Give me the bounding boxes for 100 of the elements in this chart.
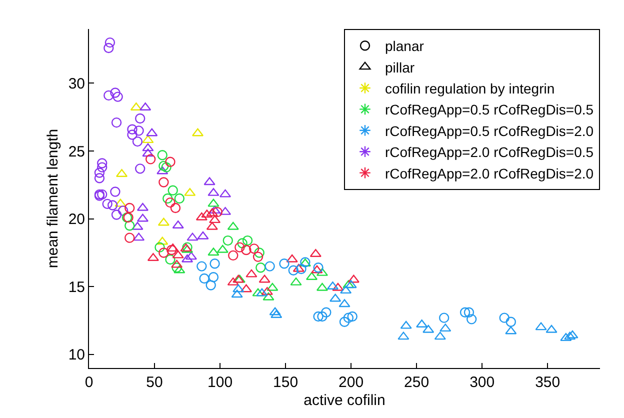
point bbox=[168, 185, 178, 196]
point bbox=[204, 177, 216, 186]
legend-label: rCofRegApp=2.0 rCofRegDis=2.0 bbox=[385, 165, 594, 182]
x-tick-label: 250 bbox=[404, 374, 430, 391]
point bbox=[208, 188, 220, 196]
point bbox=[146, 128, 158, 136]
point bbox=[313, 311, 324, 322]
point bbox=[227, 222, 239, 230]
y-tick-label: 25 bbox=[68, 143, 85, 160]
point bbox=[158, 160, 169, 172]
x-tick-label: 100 bbox=[208, 374, 233, 391]
point bbox=[348, 274, 360, 283]
point bbox=[330, 294, 342, 302]
point bbox=[296, 264, 306, 274]
point bbox=[110, 88, 120, 98]
point bbox=[347, 311, 358, 322]
point bbox=[234, 242, 245, 252]
x-tick-label: 0 bbox=[84, 374, 94, 391]
point bbox=[208, 248, 220, 256]
point bbox=[132, 222, 144, 230]
point bbox=[241, 244, 252, 256]
point bbox=[154, 242, 165, 252]
point bbox=[246, 269, 258, 278]
point bbox=[114, 198, 126, 207]
point bbox=[134, 126, 144, 136]
point bbox=[196, 212, 208, 220]
point bbox=[398, 332, 410, 340]
point bbox=[242, 235, 253, 246]
legend-label: rCofRegApp=2.0 rCofRegDis=0.5 bbox=[385, 144, 594, 160]
point bbox=[212, 206, 223, 218]
y-axis-title: mean filament length bbox=[44, 128, 62, 268]
point bbox=[564, 332, 576, 340]
point bbox=[197, 231, 209, 240]
x-tick-label: 300 bbox=[470, 374, 495, 391]
point bbox=[147, 253, 159, 262]
point bbox=[332, 282, 344, 291]
point bbox=[422, 324, 434, 333]
legend-label: planar bbox=[385, 38, 424, 54]
y-tick-label: 20 bbox=[68, 211, 85, 228]
point bbox=[94, 168, 105, 178]
point bbox=[506, 316, 516, 327]
point bbox=[345, 280, 357, 288]
point bbox=[166, 244, 177, 256]
point bbox=[261, 286, 273, 295]
point bbox=[186, 232, 198, 241]
point bbox=[227, 277, 239, 286]
point bbox=[343, 312, 354, 323]
y-tick-label: 15 bbox=[68, 278, 85, 296]
point bbox=[127, 124, 138, 134]
point bbox=[505, 326, 517, 334]
point bbox=[142, 143, 154, 152]
point bbox=[254, 248, 264, 258]
point bbox=[135, 164, 146, 174]
point bbox=[321, 307, 332, 318]
point bbox=[546, 324, 558, 333]
point bbox=[158, 218, 170, 226]
point bbox=[248, 244, 260, 254]
point bbox=[127, 130, 138, 140]
point bbox=[118, 206, 128, 216]
point bbox=[199, 273, 210, 284]
point bbox=[158, 177, 169, 188]
point bbox=[279, 258, 290, 269]
x-axis-title: active cofilin bbox=[304, 392, 386, 409]
point bbox=[252, 252, 264, 262]
point bbox=[560, 333, 572, 342]
point bbox=[208, 272, 219, 282]
point bbox=[440, 324, 452, 332]
point bbox=[206, 222, 218, 230]
point bbox=[142, 135, 154, 144]
x-tick-label: 50 bbox=[146, 374, 163, 391]
point bbox=[158, 248, 169, 258]
point bbox=[338, 299, 350, 308]
x-tick-label: 200 bbox=[338, 374, 364, 391]
legend-label: rCofRegApp=0.5 rCofRegDis=0.5 bbox=[385, 102, 594, 118]
point bbox=[256, 262, 266, 273]
point bbox=[464, 307, 474, 318]
point bbox=[145, 154, 156, 164]
point bbox=[499, 312, 510, 323]
point bbox=[434, 332, 446, 340]
point bbox=[104, 37, 116, 48]
point bbox=[231, 290, 243, 298]
point bbox=[167, 244, 179, 252]
point bbox=[290, 277, 302, 286]
point bbox=[107, 200, 118, 210]
point bbox=[201, 210, 213, 218]
point bbox=[216, 244, 228, 253]
point bbox=[466, 314, 477, 324]
point bbox=[566, 330, 578, 338]
point bbox=[339, 316, 350, 327]
point bbox=[104, 90, 114, 101]
point bbox=[156, 166, 168, 174]
point bbox=[111, 117, 122, 128]
point bbox=[156, 236, 168, 245]
point bbox=[222, 235, 233, 246]
point bbox=[97, 189, 108, 200]
point bbox=[165, 197, 176, 208]
point bbox=[170, 202, 181, 214]
point bbox=[264, 261, 275, 272]
y-tick-label: 30 bbox=[68, 75, 85, 92]
point bbox=[165, 254, 176, 265]
